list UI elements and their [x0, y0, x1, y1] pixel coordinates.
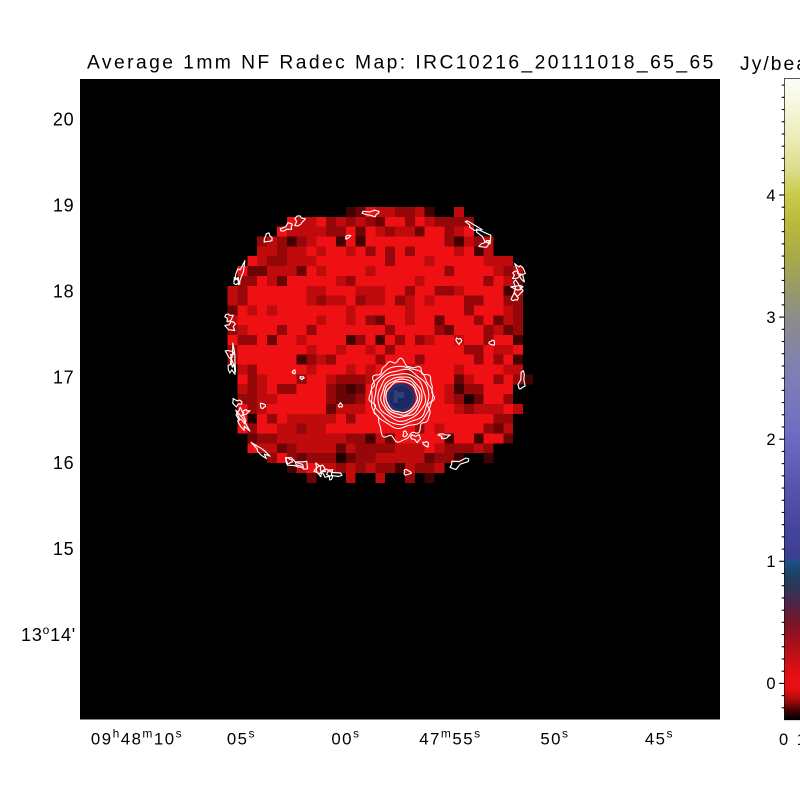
svg-text:47m55s: 47m55s	[419, 726, 481, 748]
svg-text:19: 19	[53, 196, 75, 216]
svg-text:09h48m10s: 09h48m10s	[91, 726, 183, 748]
svg-text:2: 2	[766, 431, 775, 449]
svg-text:Average 1mm NF Radec Map: IRC1: Average 1mm NF Radec Map: IRC10216_20111…	[87, 53, 716, 74]
svg-text:0: 0	[766, 675, 775, 693]
svg-text:4: 4	[766, 187, 775, 205]
svg-text:3: 3	[766, 309, 775, 327]
svg-text:00s: 00s	[331, 726, 360, 748]
svg-text:13o14': 13o14'	[21, 623, 76, 645]
svg-text:Jy/bea: Jy/bea	[740, 54, 800, 75]
svg-text:20: 20	[53, 110, 75, 130]
svg-text:0 10: 0 10	[779, 731, 800, 749]
svg-text:50s: 50s	[540, 726, 569, 748]
svg-text:45s: 45s	[645, 726, 674, 748]
svg-text:15: 15	[53, 539, 75, 559]
svg-text:16: 16	[53, 453, 75, 473]
svg-text:1: 1	[766, 553, 775, 571]
svg-text:18: 18	[53, 282, 75, 302]
svg-text:17: 17	[53, 367, 75, 387]
svg-text:05s: 05s	[227, 726, 256, 748]
